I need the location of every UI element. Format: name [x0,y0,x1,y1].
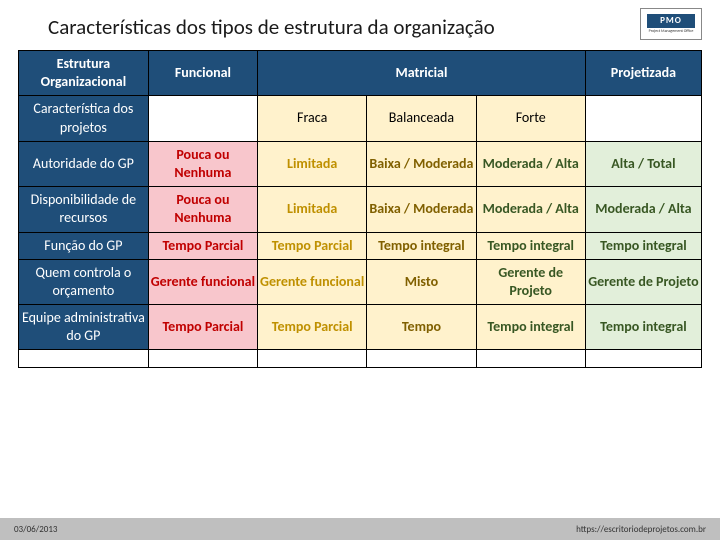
cell-2-m3: Tempo integral [476,232,585,259]
row-autoridade: Autoridade do GP Pouca ou Nenhuma Limita… [19,141,702,186]
cell-3-func: Gerente funcional [148,259,257,304]
comparison-table: Estrutura Organizacional Funcional Matri… [18,50,702,368]
cell-3-m2: Misto [367,259,476,304]
cell-2-proj: Tempo integral [585,232,701,259]
lbl-funcao: Função do GP [19,232,149,259]
cell-3-m3: Gerente de Projeto [476,259,585,304]
cell-4-m3: Tempo integral [476,305,585,350]
footer-url: https://escritoriodeprojetos.com.br [576,524,706,535]
sub-fraca: Fraca [258,96,367,141]
cell-0-func: Pouca ou Nenhuma [148,141,257,186]
hdr-funcional: Funcional [148,51,257,96]
comparison-table-wrap: Estrutura Organizacional Funcional Matri… [0,50,720,368]
subheader-row: Característica dos projetos Fraca Balanc… [19,96,702,141]
row-equipe: Equipe administrativa do GP Tempo Parcia… [19,305,702,350]
cell-4-m2: Tempo [367,305,476,350]
sub-caracteristica: Característica dos projetos [19,96,149,141]
cell-2-m2: Tempo integral [367,232,476,259]
cell-4-m1: Tempo Parcial [258,305,367,350]
cell-2-m1: Tempo Parcial [258,232,367,259]
header-row-1: Estrutura Organizacional Funcional Matri… [19,51,702,96]
cell-1-m2: Baixa / Moderada [367,187,476,232]
slide-title: Características dos tipos de estrutura d… [0,0,720,50]
cell-0-m3: Moderada / Alta [476,141,585,186]
sub-empty-func [148,96,257,141]
lbl-equipe: Equipe administrativa do GP [19,305,149,350]
cell-1-func: Pouca ou Nenhuma [148,187,257,232]
cell-0-m1: Limitada [258,141,367,186]
sub-balanceada: Balanceada [367,96,476,141]
cell-3-proj: Gerente de Projeto [585,259,701,304]
cell-0-m2: Baixa / Moderada [367,141,476,186]
row-funcao: Função do GP Tempo Parcial Tempo Parcial… [19,232,702,259]
logo-text: PMO [647,14,695,28]
cell-1-m1: Limitada [258,187,367,232]
footer-date: 03/06/2013 [14,524,57,535]
cell-3-m1: Gerente funcional [258,259,367,304]
pmo-logo: PMO Project Management Office [640,8,702,40]
cell-4-proj: Tempo integral [585,305,701,350]
cell-0-proj: Alta / Total [585,141,701,186]
lbl-orcamento: Quem controla o orçamento [19,259,149,304]
cell-1-m3: Moderada / Alta [476,187,585,232]
blank-row [19,350,702,368]
row-disponibilidade: Disponibilidade de recursos Pouca ou Nen… [19,187,702,232]
hdr-matricial: Matricial [258,51,586,96]
lbl-disponibilidade: Disponibilidade de recursos [19,187,149,232]
sub-forte: Forte [476,96,585,141]
cell-4-func: Tempo Parcial [148,305,257,350]
cell-1-proj: Moderada / Alta [585,187,701,232]
slide-footer: 03/06/2013 https://escritoriodeprojetos.… [0,518,720,540]
logo-subtext: Project Management Office [649,29,694,34]
hdr-structure: Estrutura Organizacional [19,51,149,96]
hdr-projetizada: Projetizada [585,51,701,96]
cell-2-func: Tempo Parcial [148,232,257,259]
sub-empty-proj [585,96,701,141]
row-orcamento: Quem controla o orçamento Gerente funcio… [19,259,702,304]
lbl-autoridade: Autoridade do GP [19,141,149,186]
